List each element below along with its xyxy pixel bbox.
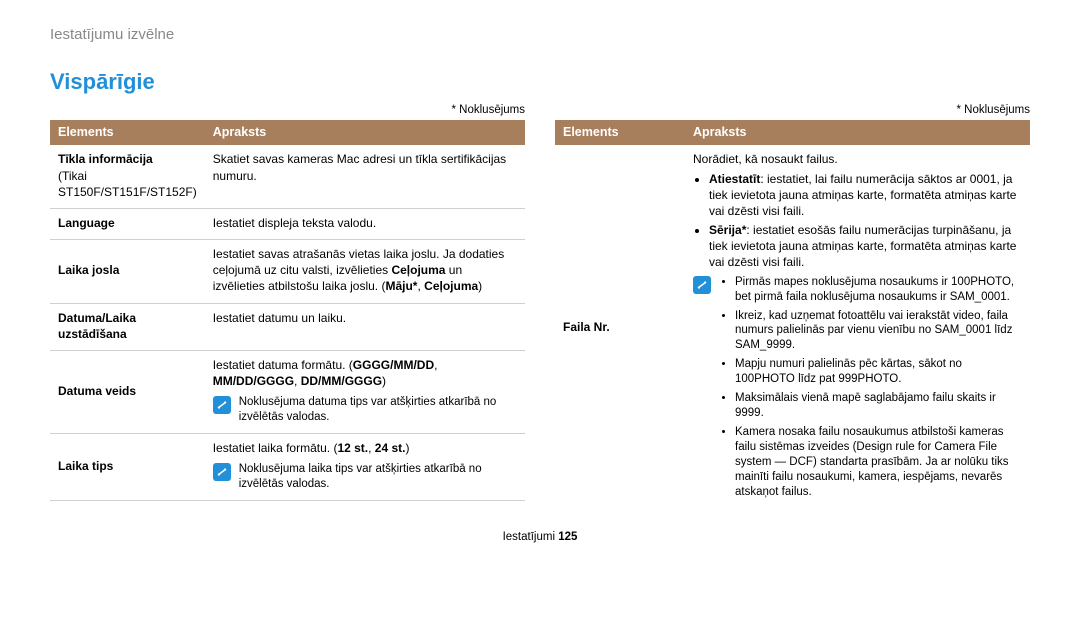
note-text: Pirmās mapes noklusējuma nosaukums ir 10…	[719, 275, 1022, 504]
list-item: Pirmās mapes noklusējuma nosaukums ir 10…	[735, 275, 1022, 305]
el-desc: Iestatiet datumu un laiku.	[205, 303, 525, 350]
list-item: Sērija*: iestatiet esošās failu numerāci…	[709, 222, 1022, 271]
list-item: Atiestatīt: iestatiet, lai failu numerāc…	[709, 171, 1022, 220]
breadcrumb: Iestatījumu izvēlne	[50, 25, 1030, 45]
el-label: Faila Nr.	[555, 145, 685, 511]
th-elements: Elements	[555, 120, 685, 145]
el-desc: Iestatiet displeja teksta valodu.	[205, 208, 525, 239]
th-description: Apraksts	[205, 120, 525, 145]
default-note-left: * Noklusējums	[50, 103, 525, 119]
table-row: Datuma veids Iestatiet datuma formātu. (…	[50, 351, 525, 434]
el-label: Datuma veids	[50, 351, 205, 434]
el-desc: Norādiet, kā nosaukt failus. Atiestatīt:…	[685, 145, 1030, 511]
table-row: Faila Nr. Norādiet, kā nosaukt failus. A…	[555, 145, 1030, 511]
page-heading: Vispārīgie	[50, 67, 1030, 97]
table-row: Tīkla informācija (Tikai ST150F/ST151F/S…	[50, 145, 525, 208]
left-column: * Noklusējums Elements Apraksts Tīkla in…	[50, 103, 525, 512]
list-item: Kamera nosaka failu nosaukumus atbilstoš…	[735, 425, 1022, 500]
note-text: Noklusējuma datuma tips var atšķirties a…	[239, 395, 517, 425]
el-label: Laika josla	[50, 240, 205, 304]
note-icon	[213, 396, 231, 414]
table-row: Laika tips Iestatiet laika formātu. (12 …	[50, 434, 525, 501]
table-row: Datuma/Laika uzstādīšana Iestatiet datum…	[50, 303, 525, 350]
right-column: * Noklusējums Elements Apraksts Faila Nr…	[555, 103, 1030, 512]
el-label: Language	[50, 208, 205, 239]
el-label: Datuma/Laika uzstādīšana	[50, 303, 205, 350]
list-item: Maksimālais vienā mapē saglabājamo failu…	[735, 391, 1022, 421]
el-desc: Skatiet savas kameras Mac adresi un tīkl…	[205, 145, 525, 208]
note-text: Noklusējuma laika tips var atšķirties at…	[239, 462, 517, 492]
el-desc: Iestatiet datuma formātu. (GGGG/MM/DD, M…	[205, 351, 525, 434]
th-description: Apraksts	[685, 120, 1030, 145]
el-label: Laika tips	[50, 434, 205, 501]
th-elements: Elements	[50, 120, 205, 145]
note-icon	[693, 276, 711, 294]
left-table: Elements Apraksts Tīkla informācija (Tik…	[50, 120, 525, 501]
el-desc: Iestatiet savas atrašanās vietas laika j…	[205, 240, 525, 304]
note-icon	[213, 463, 231, 481]
list-item: Ikreiz, kad uzņemat fotoattēlu vai ierak…	[735, 309, 1022, 354]
page-footer: Iestatījumi 125	[50, 530, 1030, 546]
table-row: Laika josla Iestatiet savas atrašanās vi…	[50, 240, 525, 304]
right-table: Elements Apraksts Faila Nr. Norādiet, kā…	[555, 120, 1030, 511]
default-note-right: * Noklusējums	[555, 103, 1030, 119]
el-label: Tīkla informācija	[58, 152, 153, 166]
el-desc: Iestatiet laika formātu. (12 st., 24 st.…	[205, 434, 525, 501]
table-row: Language Iestatiet displeja teksta valod…	[50, 208, 525, 239]
el-sublabel: (Tikai ST150F/ST151F/ST152F)	[58, 168, 197, 200]
list-item: Mapju numuri palielinās pēc kārtas, sāko…	[735, 357, 1022, 387]
